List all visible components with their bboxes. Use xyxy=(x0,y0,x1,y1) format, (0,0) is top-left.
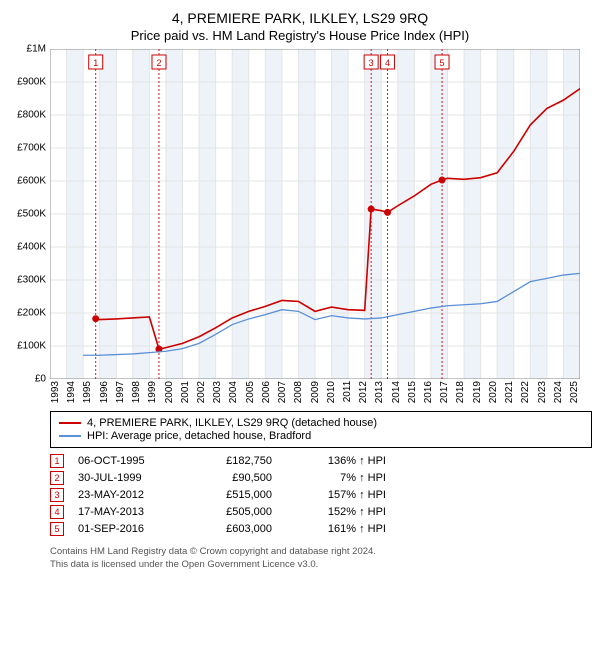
x-tick-label: 2021 xyxy=(504,381,515,403)
svg-text:5: 5 xyxy=(440,58,445,68)
y-axis-labels: £0£100K£200K£300K£400K£500K£600K£700K£80… xyxy=(8,49,48,379)
event-marker: 4 xyxy=(50,505,64,519)
event-row: 2 30-JUL-1999 £90,500 7% ↑ HPI xyxy=(50,471,592,485)
event-marker: 5 xyxy=(50,522,64,536)
x-tick-label: 2008 xyxy=(293,381,304,403)
y-tick-label: £900K xyxy=(17,77,46,88)
price-chart: 1 2 3 4 5 xyxy=(50,49,580,379)
footnote: Contains HM Land Registry data © Crown c… xyxy=(50,546,592,571)
event-price: £515,000 xyxy=(192,489,272,501)
y-tick-label: £300K xyxy=(17,275,46,286)
y-tick-label: £800K xyxy=(17,110,46,121)
event-date: 01-SEP-2016 xyxy=(78,523,178,535)
x-tick-label: 1994 xyxy=(66,381,77,403)
event-row: 5 01-SEP-2016 £603,000 161% ↑ HPI xyxy=(50,522,592,536)
event-date: 23-MAY-2012 xyxy=(78,489,178,501)
y-tick-label: £200K xyxy=(17,308,46,319)
x-tick-label: 2013 xyxy=(374,381,385,403)
footnote-line: Contains HM Land Registry data © Crown c… xyxy=(50,546,592,558)
legend-label: 4, PREMIERE PARK, ILKLEY, LS29 9RQ (deta… xyxy=(87,417,377,429)
x-tick-label: 2000 xyxy=(164,381,175,403)
event-row: 1 06-OCT-1995 £182,750 136% ↑ HPI xyxy=(50,454,592,468)
y-tick-label: £100K xyxy=(17,341,46,352)
legend-swatch xyxy=(59,435,81,437)
event-marker: 2 xyxy=(50,471,64,485)
event-table: 1 06-OCT-1995 £182,750 136% ↑ HPI 2 30-JUL-19… xyxy=(50,454,592,536)
x-tick-label: 2003 xyxy=(212,381,223,403)
event-price: £182,750 xyxy=(192,455,272,467)
event-row: 3 23-MAY-2012 £515,000 157% ↑ HPI xyxy=(50,488,592,502)
x-tick-label: 2024 xyxy=(553,381,564,403)
x-tick-label: 2010 xyxy=(326,381,337,403)
event-date: 06-OCT-1995 xyxy=(78,455,178,467)
event-date: 17-MAY-2013 xyxy=(78,506,178,518)
svg-text:1: 1 xyxy=(93,58,98,68)
x-tick-label: 2007 xyxy=(277,381,288,403)
chart-container: £0£100K£200K£300K£400K£500K£600K£700K£80… xyxy=(50,49,592,379)
x-tick-label: 2017 xyxy=(439,381,450,403)
x-tick-label: 1995 xyxy=(82,381,93,403)
chart-subtitle: Price paid vs. HM Land Registry's House … xyxy=(8,28,592,43)
x-tick-label: 2006 xyxy=(261,381,272,403)
x-tick-label: 2016 xyxy=(423,381,434,403)
event-price: £603,000 xyxy=(192,523,272,535)
x-tick-label: 2011 xyxy=(342,381,353,403)
x-tick-label: 2018 xyxy=(455,381,466,403)
x-tick-label: 2004 xyxy=(228,381,239,403)
x-axis-labels: 1993 1994 1995 1996 1997 1998 1999 2000 2001 2002… xyxy=(50,381,580,403)
event-pct: 136% ↑ HPI xyxy=(286,455,386,467)
y-tick-label: £500K xyxy=(17,209,46,220)
legend: 4, PREMIERE PARK, ILKLEY, LS29 9RQ (deta… xyxy=(50,411,592,448)
x-tick-label: 1998 xyxy=(131,381,142,403)
y-tick-label: £1M xyxy=(27,44,46,55)
event-price: £90,500 xyxy=(192,472,272,484)
event-price: £505,000 xyxy=(192,506,272,518)
svg-text:4: 4 xyxy=(385,58,390,68)
legend-swatch xyxy=(59,422,81,424)
x-tick-label: 2005 xyxy=(245,381,256,403)
x-tick-label: 2025 xyxy=(569,381,580,403)
event-row: 4 17-MAY-2013 £505,000 152% ↑ HPI xyxy=(50,505,592,519)
x-tick-label: 2015 xyxy=(407,381,418,403)
x-tick-label: 2012 xyxy=(358,381,369,403)
x-tick-label: 2014 xyxy=(391,381,402,403)
x-tick-label: 2002 xyxy=(196,381,207,403)
y-tick-label: £700K xyxy=(17,143,46,154)
x-tick-label: 1997 xyxy=(115,381,126,403)
x-tick-label: 1993 xyxy=(50,381,61,403)
x-tick-label: 1999 xyxy=(147,381,158,403)
x-tick-label: 2001 xyxy=(180,381,191,403)
y-tick-label: £600K xyxy=(17,176,46,187)
svg-text:3: 3 xyxy=(369,58,374,68)
event-marker: 1 xyxy=(50,454,64,468)
legend-item-hpi: HPI: Average price, detached house, Brad… xyxy=(59,430,583,442)
event-marker: 3 xyxy=(50,488,64,502)
x-tick-label: 1996 xyxy=(99,381,110,403)
x-tick-label: 2019 xyxy=(472,381,483,403)
event-pct: 152% ↑ HPI xyxy=(286,506,386,518)
event-pct: 7% ↑ HPI xyxy=(286,472,386,484)
event-pct: 157% ↑ HPI xyxy=(286,489,386,501)
y-tick-label: £400K xyxy=(17,242,46,253)
event-date: 30-JUL-1999 xyxy=(78,472,178,484)
event-pct: 161% ↑ HPI xyxy=(286,523,386,535)
x-tick-label: 2022 xyxy=(520,381,531,403)
legend-label: HPI: Average price, detached house, Brad… xyxy=(87,430,311,442)
legend-item-property: 4, PREMIERE PARK, ILKLEY, LS29 9RQ (deta… xyxy=(59,417,583,429)
footnote-line: This data is licensed under the Open Gov… xyxy=(50,559,592,571)
svg-text:2: 2 xyxy=(156,58,161,68)
y-tick-label: £0 xyxy=(35,374,46,385)
x-tick-label: 2020 xyxy=(488,381,499,403)
x-tick-label: 2023 xyxy=(537,381,548,403)
x-tick-label: 2009 xyxy=(310,381,321,403)
chart-title: 4, PREMIERE PARK, ILKLEY, LS29 9RQ xyxy=(8,10,592,26)
